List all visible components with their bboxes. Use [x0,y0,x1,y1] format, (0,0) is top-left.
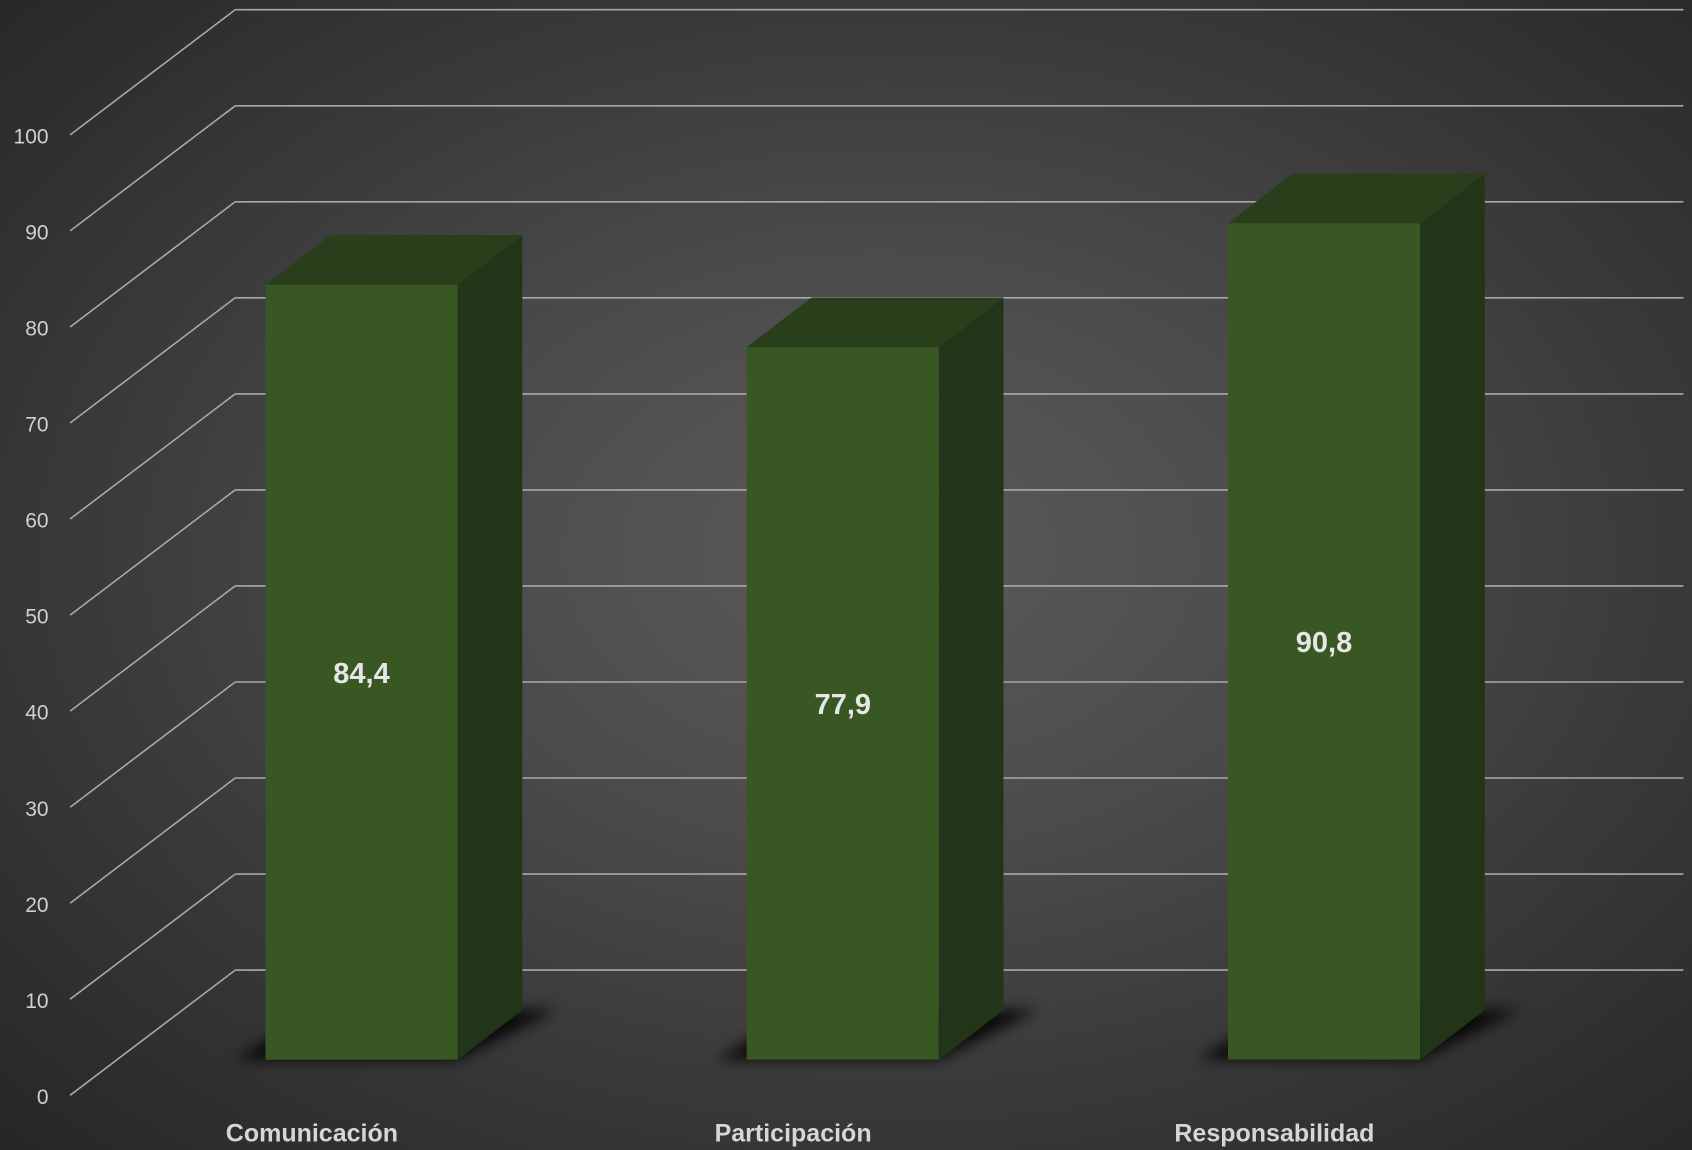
y-tick-label: 30 [25,798,48,821]
x-axis-tick-labels: Comunicación Participación Responsabilidad [226,1120,1375,1148]
bar-top [746,297,1004,348]
data-labels: 84,4 77,9 90,8 [333,627,1352,721]
y-tick-label: 20 [25,894,48,917]
bar-front [1228,223,1421,1060]
y-tick-label: 90 [25,222,48,245]
bar-front [746,347,939,1060]
y-tick-label: 100 [14,126,49,149]
bar-front [265,284,458,1060]
data-label: 90,8 [1296,627,1352,659]
bar-top [265,235,523,285]
bar-side [457,235,523,1060]
x-tick-label: Comunicación [226,1120,398,1148]
x-tick-label: Participación [715,1120,872,1148]
data-label: 77,9 [815,689,871,721]
y-tick-label: 40 [25,702,48,725]
bar-top [1228,173,1485,224]
bar [746,297,1004,1060]
y-tick-label: 80 [25,318,48,341]
y-tick-label: 70 [25,414,48,437]
gridline [69,8,1684,136]
gridline [69,105,1684,232]
data-label: 84,4 [333,658,389,690]
y-tick-label: 0 [37,1086,49,1109]
y-tick-label: 60 [25,510,48,533]
y-tick-label: 50 [25,606,48,629]
x-tick-label: Responsabilidad [1174,1120,1374,1148]
y-tick-label: 10 [25,990,48,1013]
bar-side [938,297,1004,1060]
bars [265,173,1485,1060]
bar-side [1420,173,1485,1060]
y-axis-tick-labels: 0 10 20 30 40 50 60 70 80 90 100 [14,126,49,1109]
bar [1228,173,1485,1060]
bar [265,235,523,1060]
